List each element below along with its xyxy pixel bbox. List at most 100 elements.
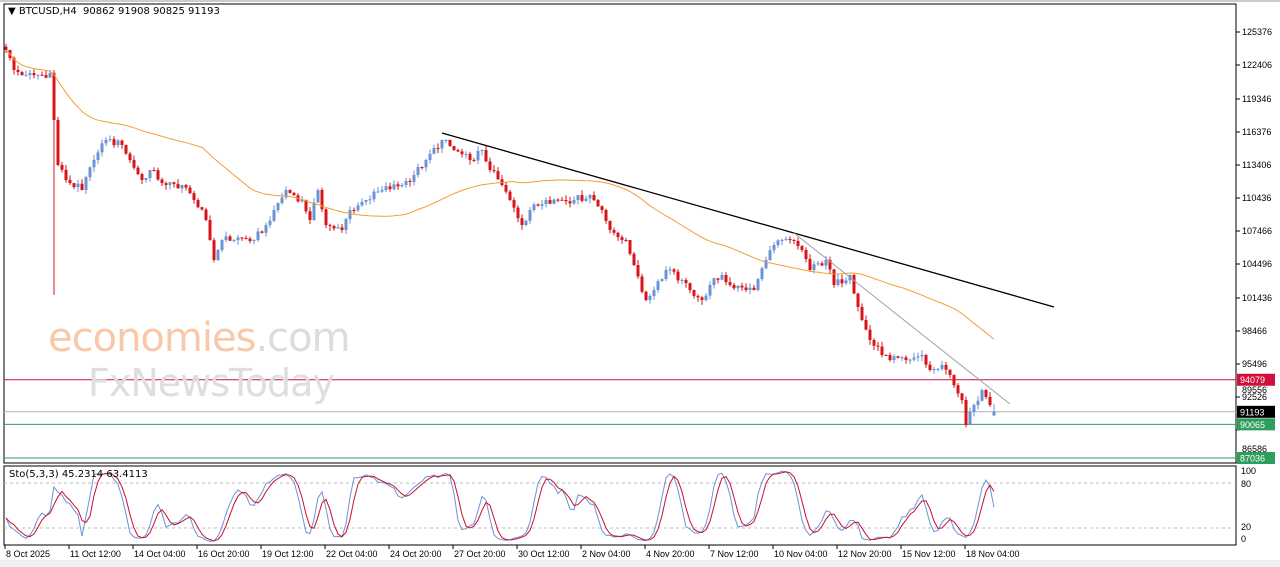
y-tick-label: 119346 <box>1242 94 1271 104</box>
y-tick-label: 101436 <box>1242 293 1272 303</box>
bull-candle <box>908 359 912 361</box>
bear-candle <box>152 170 156 171</box>
bull-candle <box>100 143 104 153</box>
bull-candle <box>776 240 780 245</box>
bear-candle <box>156 170 160 180</box>
bear-candle <box>456 150 460 152</box>
bear-candle <box>896 356 900 358</box>
bull-candle <box>648 295 652 300</box>
x-tick-label: 16 Oct 20:00 <box>198 549 250 559</box>
bull-candle <box>916 356 920 358</box>
bull-candle <box>380 190 384 192</box>
bear-candle <box>732 285 736 289</box>
y-tick-label: 98466 <box>1242 326 1267 336</box>
bear-candle <box>952 375 956 386</box>
x-tick-label: 15 Nov 12:00 <box>902 549 956 559</box>
bear-candle <box>560 199 564 201</box>
price-label: 90065 <box>1240 420 1265 430</box>
bear-candle <box>496 171 500 180</box>
bull-candle <box>168 182 172 185</box>
bull-candle <box>364 200 368 202</box>
bear-candle <box>520 218 524 225</box>
bull-candle <box>476 150 480 161</box>
bear-candle <box>808 258 812 270</box>
bear-candle <box>568 201 572 204</box>
bull-candle <box>480 150 484 151</box>
bear-candle <box>484 150 488 162</box>
chart-header: ▼ BTCUSD,H4 90862 91908 90825 91193 <box>8 6 220 17</box>
bear-candle <box>928 364 932 370</box>
bull-candle <box>432 147 436 154</box>
bull-candle <box>412 175 416 182</box>
bear-candle <box>868 329 872 340</box>
price-label: 91193 <box>1240 407 1264 417</box>
bear-candle <box>420 167 424 169</box>
x-tick-label: 19 Oct 12:00 <box>262 549 314 559</box>
bull-candle <box>760 268 764 280</box>
x-tick-label: 18 Nov 04:00 <box>966 549 1020 559</box>
bear-candle <box>876 345 880 347</box>
bear-candle <box>856 293 860 307</box>
bull-candle <box>400 185 404 187</box>
bear-candle <box>172 182 176 184</box>
bear-candle <box>228 236 232 241</box>
bull-candle <box>708 285 712 296</box>
bull-candle <box>680 280 684 281</box>
x-tick-label: 27 Oct 20:00 <box>454 549 506 559</box>
bull-candle <box>576 195 580 200</box>
bear-candle <box>452 146 456 150</box>
bear-candle <box>448 139 452 147</box>
secondary-trendline <box>793 232 1011 405</box>
bear-candle <box>872 340 876 346</box>
status-strip <box>0 560 1280 567</box>
bull-candle <box>912 357 916 360</box>
bull-candle <box>540 204 544 206</box>
price-label-box <box>1237 405 1275 418</box>
bear-candle <box>60 165 64 170</box>
triangle-down-icon[interactable]: ▼ <box>8 6 16 17</box>
bull-candle <box>836 279 840 285</box>
y-tick-label: 92526 <box>1242 392 1267 402</box>
bull-candle <box>816 263 820 265</box>
price-label: 94079 <box>1240 375 1265 385</box>
bear-candle <box>616 232 620 238</box>
y-tick-label: 95496 <box>1242 359 1267 369</box>
bull-candle <box>224 236 228 240</box>
bull-candle <box>976 400 980 405</box>
bull-candle <box>368 199 372 201</box>
bear-candle <box>488 161 492 170</box>
watermark-fxnewstoday: FxNewsToday <box>88 361 335 405</box>
bear-candle <box>332 226 336 229</box>
bear-candle <box>840 279 844 284</box>
bear-candle <box>504 185 508 192</box>
bear-candle <box>556 199 560 201</box>
bear-candle <box>72 183 76 188</box>
bear-candle <box>792 240 796 241</box>
bear-candle <box>820 263 824 266</box>
bull-candle <box>232 240 236 242</box>
bull-candle <box>356 205 360 211</box>
bull-candle <box>252 240 256 242</box>
bear-candle <box>984 390 988 397</box>
bull-candle <box>980 390 984 401</box>
bear-candle <box>788 238 792 240</box>
bear-candle <box>492 170 496 172</box>
bull-candle <box>444 139 448 141</box>
bull-candle <box>88 167 92 178</box>
bull-candle <box>772 245 776 251</box>
bear-candle <box>796 240 800 247</box>
bull-candle <box>440 140 444 149</box>
ohlc-label: 90862 91908 90825 91193 <box>83 6 220 17</box>
bear-candle <box>620 237 624 240</box>
bear-candle <box>604 210 608 221</box>
bear-candle <box>564 200 568 202</box>
bear-candle <box>696 295 700 298</box>
bull-candle <box>76 183 80 188</box>
bull-candle <box>276 203 280 210</box>
bull-candle <box>584 198 588 201</box>
bear-candle <box>580 195 584 201</box>
bear-candle <box>828 260 832 270</box>
bull-candle <box>940 365 944 369</box>
